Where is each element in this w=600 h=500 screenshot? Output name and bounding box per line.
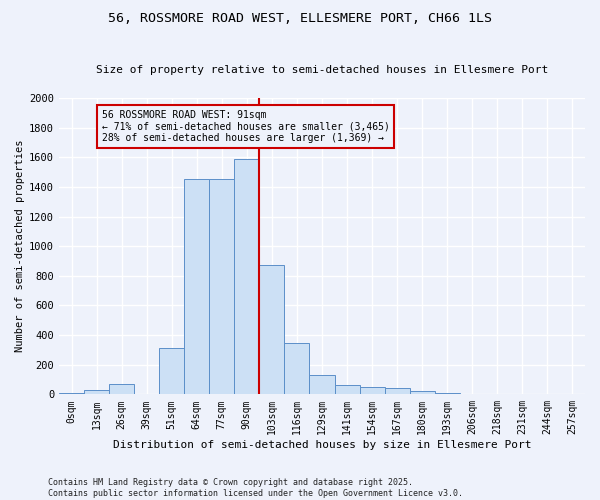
Text: 56, ROSSMORE ROAD WEST, ELLESMERE PORT, CH66 1LS: 56, ROSSMORE ROAD WEST, ELLESMERE PORT, … [108, 12, 492, 26]
Bar [310, 375, 335, 394]
Bar [209, 179, 235, 394]
X-axis label: Distribution of semi-detached houses by size in Ellesmere Port: Distribution of semi-detached houses by … [113, 440, 531, 450]
Bar [184, 180, 209, 394]
Bar [385, 388, 410, 394]
Bar [259, 266, 284, 394]
Text: Contains HM Land Registry data © Crown copyright and database right 2025.
Contai: Contains HM Land Registry data © Crown c… [48, 478, 463, 498]
Bar [109, 384, 134, 394]
Bar [284, 343, 310, 394]
Title: Size of property relative to semi-detached houses in Ellesmere Port: Size of property relative to semi-detach… [96, 65, 548, 75]
Bar [359, 387, 385, 394]
Bar [335, 386, 359, 394]
Bar [59, 392, 84, 394]
Bar [159, 348, 184, 395]
Bar [84, 390, 109, 394]
Bar [410, 392, 435, 394]
Bar [435, 393, 460, 394]
Y-axis label: Number of semi-detached properties: Number of semi-detached properties [15, 140, 25, 352]
Text: 56 ROSSMORE ROAD WEST: 91sqm
← 71% of semi-detached houses are smaller (3,465)
2: 56 ROSSMORE ROAD WEST: 91sqm ← 71% of se… [101, 110, 389, 143]
Bar [235, 158, 259, 394]
